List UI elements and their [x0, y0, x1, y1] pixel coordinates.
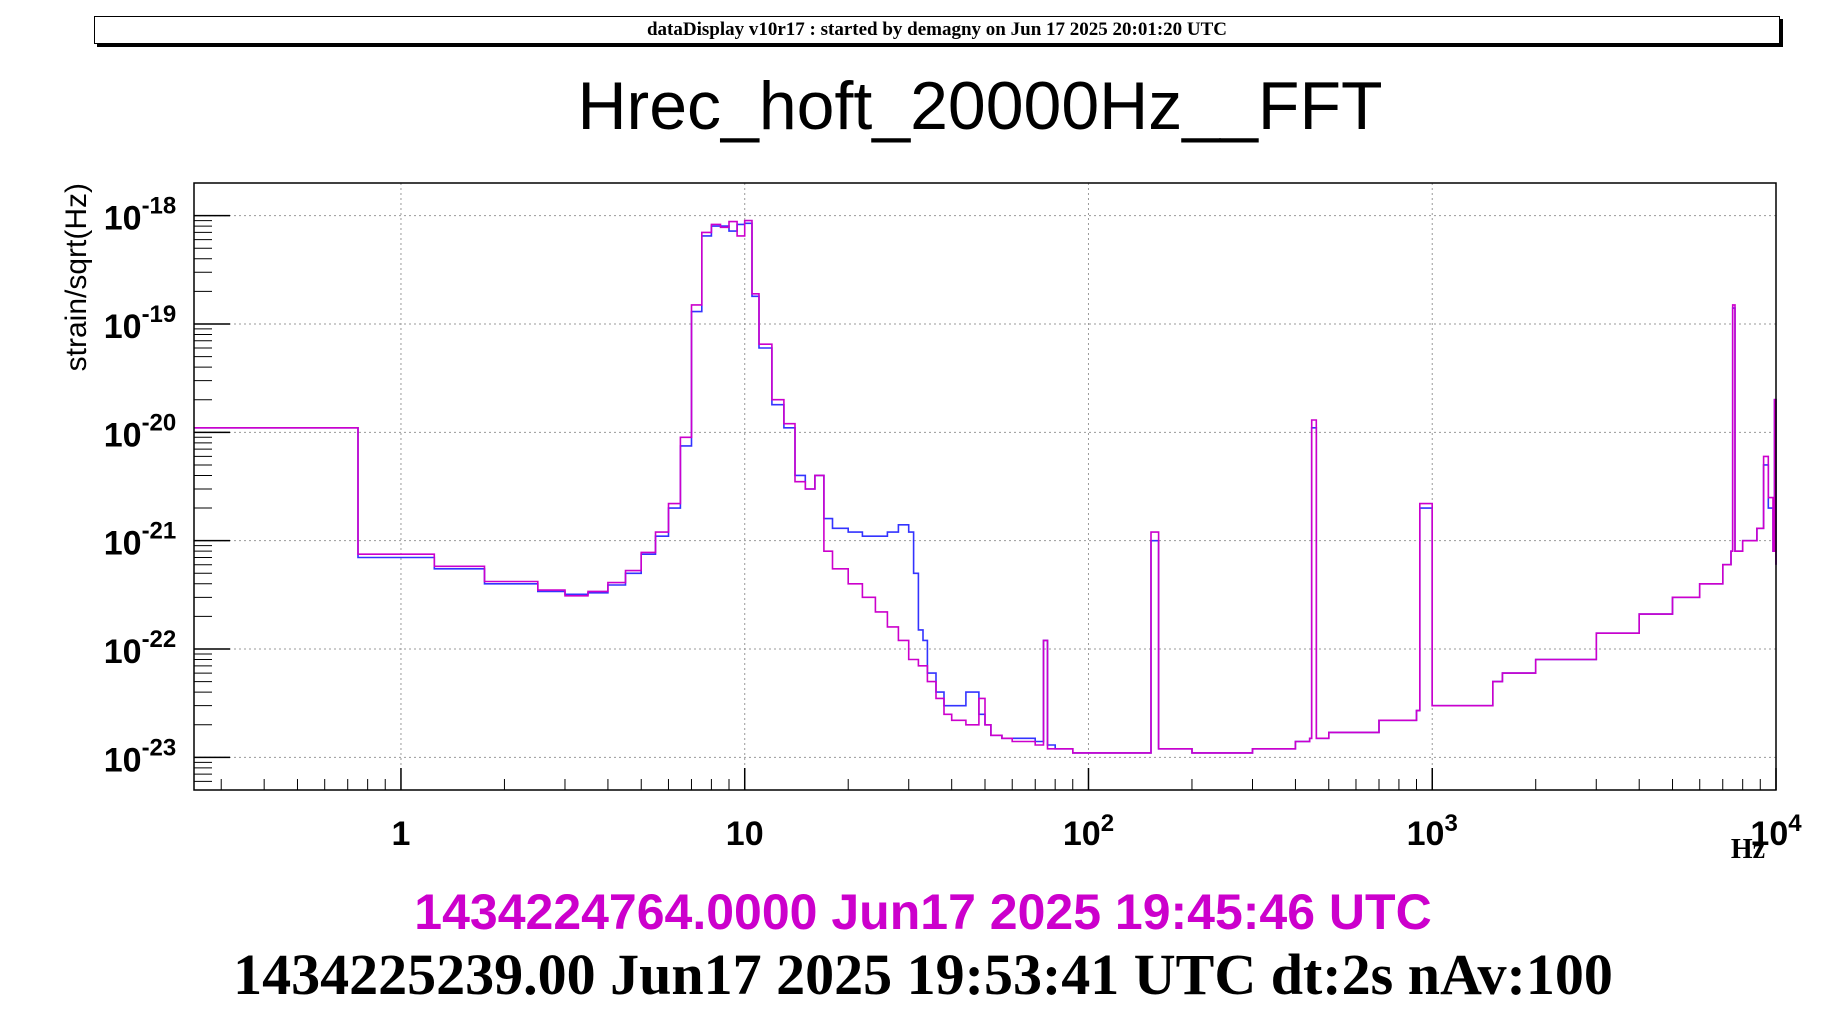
axis-ticks: [194, 214, 1777, 790]
tick-labels: 1 10 102 103 104 10-18 10-19 10-20 10-21 10-22 10-…: [104, 193, 1802, 853]
series-layer: [194, 219, 1777, 754]
y-tick-label: 10-18: [104, 193, 177, 238]
y-tick-label: 10-23: [104, 734, 177, 779]
series-line-current: [194, 222, 1777, 754]
reference-timestamp: 1434224764.0000 Jun17 2025 19:45:46 UTC: [414, 884, 1432, 940]
grid-lines: [194, 183, 1776, 790]
plot-frame: [193, 182, 1777, 791]
x-tick-label: 102: [1063, 810, 1114, 853]
x-tick-label: 10: [726, 815, 764, 853]
series-line-reference: [194, 219, 1777, 754]
x-tick-label: 1: [392, 815, 411, 853]
y-tick-label: 10-19: [104, 301, 177, 346]
header-text: dataDisplay v10r17 : started by demagny …: [646, 19, 1228, 40]
y-tick-label: 10-20: [104, 409, 177, 454]
x-tick-label: 103: [1407, 810, 1458, 853]
chart-title: Hrec_hoft_20000Hz__FFT: [577, 68, 1383, 144]
current-timestamp: 1434225239.00 Jun17 2025 19:53:41 UTC dt…: [233, 942, 1613, 1007]
x-tick-label: 104: [1750, 810, 1802, 853]
y-tick-label: 10-21: [104, 518, 177, 563]
y-tick-label: 10-22: [104, 626, 177, 671]
header-banner: dataDisplay v10r17 : started by demagny …: [94, 16, 1780, 44]
y-axis-label: strain/sqrt(Hz): [60, 183, 93, 371]
x-axis-label: Hz: [1731, 834, 1765, 865]
